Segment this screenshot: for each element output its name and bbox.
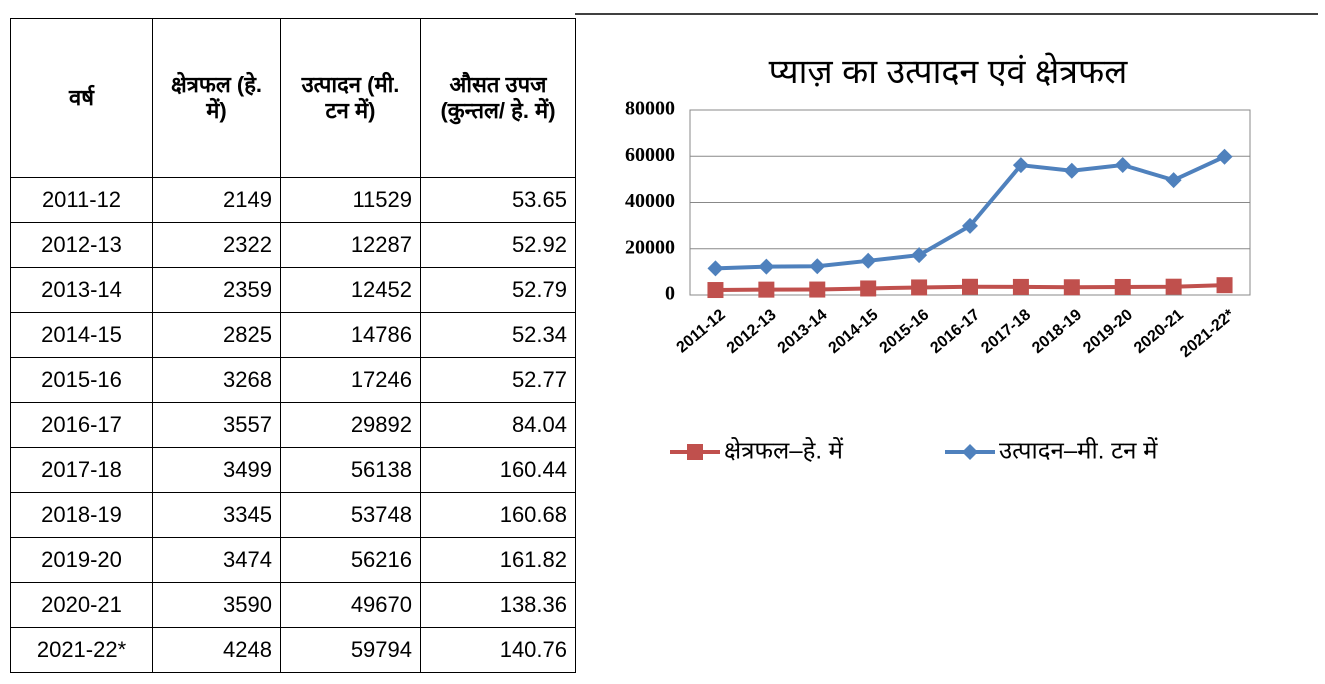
x-tick-label: 2013-14 <box>775 306 831 357</box>
table-row: 2014-15 2825 14786 52.34 <box>10 312 576 358</box>
header-cell: उत्पादन (मी. टन में) <box>280 18 421 178</box>
table-cell: 3557 <box>152 402 281 448</box>
table-cell: 140.76 <box>420 627 576 673</box>
header-cell: औसत उपज (कुन्तल/ हे. में) <box>420 18 576 178</box>
table-cell: 161.82 <box>420 537 576 583</box>
table-cell: 3345 <box>152 492 281 538</box>
table-cell: 2015-16 <box>10 357 153 403</box>
y-tick-label: 60000 <box>625 144 675 166</box>
table-cell: 53748 <box>280 492 421 538</box>
y-tick-label: 40000 <box>625 190 675 212</box>
table-row: 2017-18 3499 56138 160.44 <box>10 447 576 493</box>
table-row: 2013-14 2359 12452 52.79 <box>10 267 576 313</box>
point <box>962 217 978 234</box>
table-cell: 52.92 <box>420 222 576 268</box>
y-tick-label: 80000 <box>625 98 675 120</box>
table-cell: 3590 <box>152 582 281 628</box>
point <box>1165 278 1182 295</box>
table-row: 2021-22* 4248 59794 140.76 <box>10 627 576 673</box>
table-cell: 52.79 <box>420 267 576 313</box>
table-row: 2020-21 3590 49670 138.36 <box>10 582 576 628</box>
table-row: 2016-17 3557 29892 84.04 <box>10 402 576 448</box>
x-tick-label: 2021-22* <box>1177 306 1238 361</box>
table-row: 2018-19 3345 53748 160.68 <box>10 492 576 538</box>
point <box>707 282 724 299</box>
table-cell: 160.44 <box>420 447 576 493</box>
table-cell: 4248 <box>152 627 281 673</box>
point <box>1165 172 1182 189</box>
point <box>1063 279 1080 296</box>
point <box>911 279 928 296</box>
point <box>1114 278 1131 295</box>
table-cell: 12287 <box>280 222 421 268</box>
table-cell: 29892 <box>280 402 421 448</box>
table-cell: 52.77 <box>420 357 576 403</box>
y-tick-label: 0 <box>665 283 675 305</box>
header-cell: वर्ष <box>10 18 153 178</box>
x-tick-label: 2016-17 <box>927 306 983 357</box>
table-cell: 49670 <box>280 582 421 628</box>
x-tick-label: 2019-20 <box>1080 306 1136 357</box>
table-cell: 2018-19 <box>10 492 153 538</box>
legend-label: उत्पादन–मी. टन में <box>999 436 1158 464</box>
point <box>962 278 978 295</box>
table-cell: 2014-15 <box>10 312 153 358</box>
table-cell: 2359 <box>152 267 281 313</box>
table-cell: 160.68 <box>420 492 576 538</box>
table-cell: 2019-20 <box>10 537 153 583</box>
chart-title: प्याज़ का उत्पादन एवं क्षेत्रफल <box>769 52 1129 91</box>
table-cell: 2013-14 <box>10 267 153 313</box>
legend-marker <box>962 444 978 460</box>
data-table: वर्ष क्षेत्रफल (हे. में) उत्पादन (मी. टन म… <box>10 18 576 673</box>
table-cell: 2020-21 <box>10 582 153 628</box>
point <box>1012 278 1029 295</box>
table-cell: 2012-13 <box>10 222 153 268</box>
table-cell: 12452 <box>280 267 421 313</box>
point <box>1216 148 1233 165</box>
point <box>1012 157 1029 174</box>
table-cell: 56216 <box>280 537 421 583</box>
point <box>758 281 775 298</box>
table-cell: 3499 <box>152 447 281 493</box>
point <box>758 258 775 275</box>
table-cell: 59794 <box>280 627 421 673</box>
table-cell: 138.36 <box>420 582 576 628</box>
series-line <box>715 154 1226 271</box>
legend-label: क्षेत्रफल–हे. में <box>724 436 844 464</box>
table-cell: 2021-22* <box>10 627 153 673</box>
header-cell: क्षेत्रफल (हे. में) <box>152 18 281 178</box>
point <box>860 280 877 297</box>
x-tick-label: 2018-19 <box>1029 306 1085 357</box>
table-cell: 2016-17 <box>10 402 153 448</box>
table-cell: 11529 <box>280 177 421 223</box>
y-tick-label: 20000 <box>625 236 675 258</box>
point <box>1114 157 1131 174</box>
x-tick-label: 2014-15 <box>826 306 882 357</box>
point <box>911 247 928 264</box>
point <box>809 258 826 275</box>
table-cell: 3268 <box>152 357 281 403</box>
point <box>1063 162 1080 179</box>
point <box>809 281 826 298</box>
x-tick-label: 2015-16 <box>876 306 932 357</box>
table-cell: 17246 <box>280 357 421 403</box>
point <box>860 252 877 269</box>
x-tick-label: 2012-13 <box>724 306 780 357</box>
legend-marker <box>687 444 703 460</box>
table-cell: 2825 <box>152 312 281 358</box>
x-tick-label: 2017-18 <box>978 306 1034 357</box>
table-row: 2015-16 3268 17246 52.77 <box>10 357 576 403</box>
point <box>707 260 724 277</box>
table-cell: 84.04 <box>420 402 576 448</box>
x-tick-label: 2011-12 <box>673 306 728 356</box>
point <box>1216 277 1233 294</box>
